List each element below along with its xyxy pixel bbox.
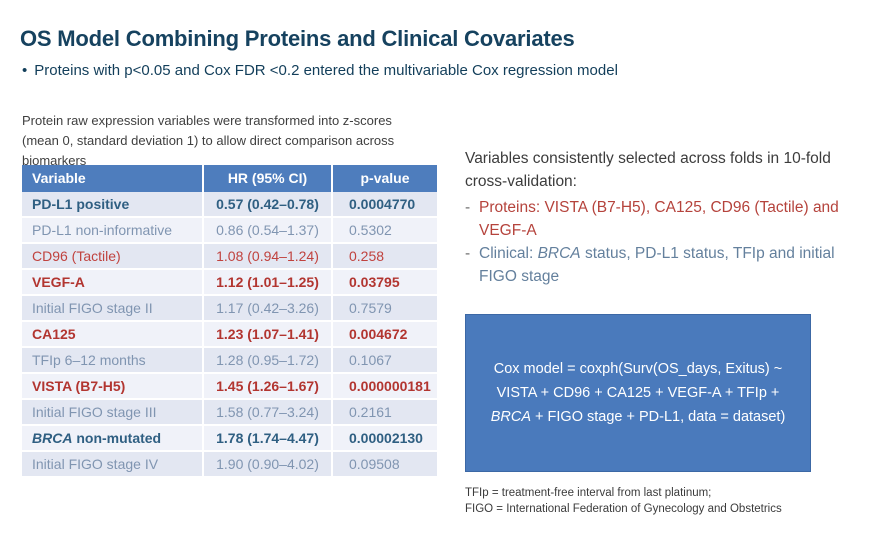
hr-cell: 1.12 (1.01–1.25) (204, 270, 333, 294)
column-header-hr: HR (95% CI) (204, 165, 333, 192)
pvalue-cell: 0.5302 (349, 222, 392, 238)
hazard-ratio-table: Variable HR (95% CI) p-value PD-L1 posit… (22, 165, 437, 478)
table-row: PD-L1 positive 0.57 (0.42–0.78) 0.000477… (22, 192, 437, 218)
variable-cell: Initial FIGO stage II (22, 296, 204, 320)
pvalue-cell: 0.258 (349, 248, 385, 264)
table-row: TFIp 6–12 months 1.28 (0.95–1.72) 0.1067 (22, 348, 437, 374)
variable-cell: BRCA non-mutated (22, 426, 204, 450)
table-row: Initial FIGO stage III 1.58 (0.77–3.24) … (22, 400, 437, 426)
clinical-selected-text: Clinical: BRCA status, PD-L1 status, TFI… (479, 245, 835, 285)
cross-validation-heading: Variables consistently selected across f… (465, 150, 831, 190)
variable-cell: Initial FIGO stage IV (22, 452, 204, 476)
hr-cell: 0.57 (0.42–0.78) (204, 192, 333, 216)
table-row: VEGF-A 1.12 (1.01–1.25) 0.03795 (22, 270, 437, 296)
pvalue-cell: 0.000000181 (349, 378, 431, 394)
page-title: OS Model Combining Proteins and Clinical… (20, 26, 575, 51)
footnote-figo: FIGO = International Federation of Gynec… (465, 503, 782, 515)
table-row: CD96 (Tactile) 1.08 (0.94–1.24) 0.258 (22, 244, 437, 270)
pvalue-cell: 0.00002130 (349, 430, 423, 446)
variable-cell: VISTA (B7-H5) (22, 374, 204, 398)
hr-cell: 0.86 (0.54–1.37) (204, 218, 333, 242)
column-header-pvalue: p-value (360, 170, 410, 186)
hr-cell: 1.78 (1.74–4.47) (204, 426, 333, 450)
hr-cell: 1.28 (0.95–1.72) (204, 348, 333, 372)
hr-cell: 1.17 (0.42–3.26) (204, 296, 333, 320)
zscore-note-line1: Protein raw expression variables were tr… (22, 113, 392, 128)
variable-cell: VEGF-A (22, 270, 204, 294)
proteins-selected-text: Proteins: VISTA (B7-H5), CA125, CD96 (Ta… (479, 199, 839, 239)
footnote-tfip: TFIp = treatment-free interval from last… (465, 487, 712, 499)
zscore-note: Protein raw expression variables were tr… (22, 111, 452, 171)
hr-cell: 1.90 (0.90–4.02) (204, 452, 333, 476)
dash-marker: - (465, 199, 471, 216)
variable-cell: TFIp 6–12 months (22, 348, 204, 372)
pvalue-cell: 0.09508 (349, 456, 400, 472)
zscore-note-line2: (mean 0, standard deviation 1) to allow … (22, 133, 395, 168)
cross-validation-list: - Proteins: VISTA (B7-H5), CA125, CD96 (… (465, 196, 865, 288)
formula-line-2: VISTA + CD96 + CA125 + VEGF-A + TFIp + (496, 385, 780, 401)
hr-cell: 1.58 (0.77–3.24) (204, 400, 333, 424)
table-row: PD-L1 non-informative 0.86 (0.54–1.37) 0… (22, 218, 437, 244)
pvalue-cell: 0.2161 (349, 404, 392, 420)
table-header-row: Variable HR (95% CI) p-value (22, 165, 437, 192)
pvalue-cell: 0.7579 (349, 300, 392, 316)
bullet-marker: • (22, 62, 28, 79)
pvalue-cell: 0.004672 (349, 326, 408, 342)
table-row: Initial FIGO stage IV 1.90 (0.90–4.02) 0… (22, 452, 437, 478)
abbreviation-footnote: TFIp = treatment-free interval from last… (465, 485, 782, 517)
formula-line-1: Cox model = coxph(Surv(OS_days, Exitus) … (493, 361, 783, 377)
column-header-variable: Variable (22, 165, 204, 192)
intro-bullet: • Proteins with p<0.05 and Cox FDR <0.2 … (22, 62, 618, 79)
hr-cell: 1.08 (0.94–1.24) (204, 244, 333, 268)
hr-cell: 1.23 (1.07–1.41) (204, 322, 333, 346)
cox-model-formula-box: Cox model = coxph(Surv(OS_days, Exitus) … (465, 314, 811, 472)
list-item-clinical: - Clinical: BRCA status, PD-L1 status, T… (465, 242, 865, 288)
table-body: PD-L1 positive 0.57 (0.42–0.78) 0.000477… (22, 192, 437, 478)
formula-line-3: BRCA + FIGO stage + PD-L1, data = datase… (490, 409, 786, 425)
intro-bullet-text: Proteins with p<0.05 and Cox FDR <0.2 en… (34, 62, 618, 79)
variable-cell: CD96 (Tactile) (22, 244, 204, 268)
dash-marker: - (465, 245, 471, 262)
variable-cell: PD-L1 positive (22, 192, 204, 216)
hr-cell: 1.45 (1.26–1.67) (204, 374, 333, 398)
variable-cell: PD-L1 non-informative (22, 218, 204, 242)
list-item-proteins: - Proteins: VISTA (B7-H5), CA125, CD96 (… (465, 196, 865, 242)
table-row: VISTA (B7-H5) 1.45 (1.26–1.67) 0.0000001… (22, 374, 437, 400)
table-row: BRCA non-mutated 1.78 (1.74–4.47) 0.0000… (22, 426, 437, 452)
pvalue-cell: 0.0004770 (349, 196, 416, 212)
cox-model-formula-text: Cox model = coxph(Surv(OS_days, Exitus) … (466, 357, 810, 429)
pvalue-cell: 0.1067 (349, 352, 392, 368)
table-row: Initial FIGO stage II 1.17 (0.42–3.26) 0… (22, 296, 437, 322)
variable-cell: CA125 (22, 322, 204, 346)
pvalue-cell: 0.03795 (349, 274, 400, 290)
table-row: CA125 1.23 (1.07–1.41) 0.004672 (22, 322, 437, 348)
variable-cell: Initial FIGO stage III (22, 400, 204, 424)
